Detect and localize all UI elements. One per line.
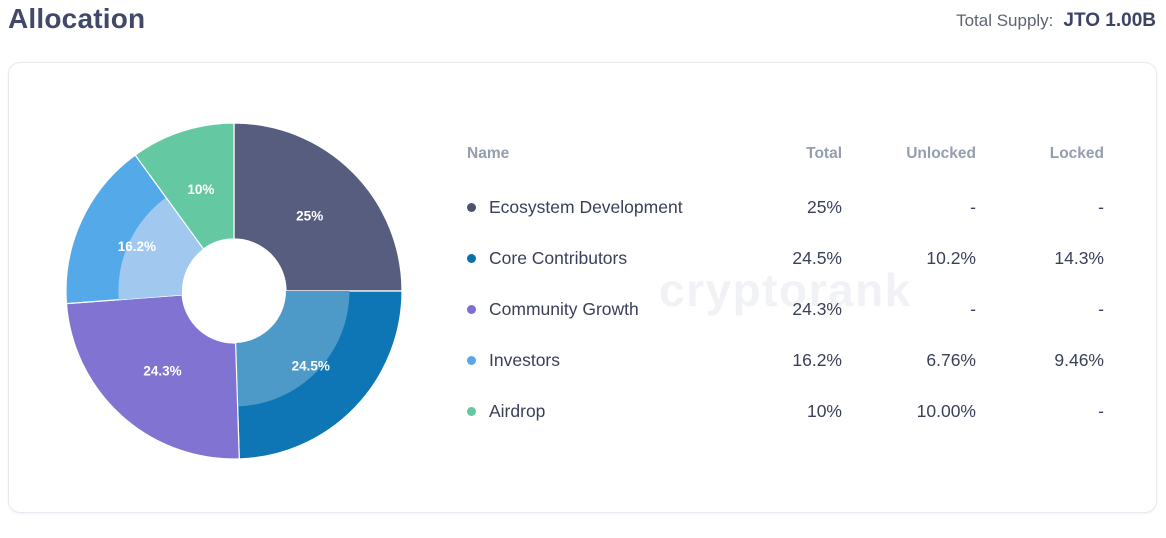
allocation-name: Community Growth [489,299,639,319]
allocation-unlocked: - [970,299,976,319]
allocation-locked: - [1098,401,1104,421]
slice-label-investors: 16.2% [118,239,156,254]
page-title: Allocation [8,3,146,34]
legend-bullet-icon [467,203,476,212]
allocation-unlocked: - [970,197,976,217]
allocation-table: Name Total Unlocked Locked Ecosystem Dev… [467,139,1104,437]
allocation-locked: 14.3% [1054,248,1104,268]
table-row: Investors 16.2% 6.76% 9.46% [467,335,1104,386]
donut-slice-airdrop: 10% [134,122,235,250]
slice-ecosystem-development [233,122,403,292]
allocation-total: 24.5% [792,248,842,268]
allocation-name-cell: Investors [467,350,722,371]
slice-label-airdrop: 10% [187,182,214,197]
donut-svg: 25% 24.5% 24.3% 16.2% 10% [65,122,403,460]
allocation-locked: - [1098,299,1104,319]
table-header-row: Name Total Unlocked Locked [467,139,1104,169]
legend-bullet-icon [467,356,476,365]
col-header-total: Total [806,145,842,162]
table-row: Ecosystem Development 25% - - [467,182,1104,233]
allocation-name: Investors [489,350,560,370]
allocation-total: 10% [806,401,842,421]
total-supply-label: Total Supply: [956,11,1054,30]
slice-unlocked-overlay-core-contributors [235,291,350,407]
donut-slice-ecosystem-development: 25% [233,122,403,292]
allocation-name-cell: Core Contributors [467,248,722,269]
allocation-name-cell: Ecosystem Development [467,197,722,218]
table-row: Core Contributors 24.5% 10.2% 14.3% [467,233,1104,284]
table-row: Community Growth 24.3% - - [467,284,1104,335]
allocation-name-cell: Community Growth [467,299,722,320]
allocation-name: Core Contributors [489,248,628,268]
allocation-total: 25% [806,197,842,217]
total-supply: Total Supply: JTO 1.00B [956,10,1156,32]
allocation-unlocked: 10.2% [926,248,976,268]
slice-airdrop [134,122,235,250]
slice-label-core-contributors: 24.5% [292,359,330,374]
donut-slice-community-growth: 24.3% [65,294,240,460]
allocation-unlocked: 6.76% [926,350,976,370]
allocation-donut-chart: 25% 24.5% 24.3% 16.2% 10% [64,121,404,461]
table-row: Airdrop 10% 10.00% - [467,386,1104,437]
slice-unlocked-overlay-investors [118,197,204,300]
watermark: cryptorank [659,264,912,316]
legend-bullet-icon [467,305,476,314]
donut-slice-investors: 16.2% [65,154,205,305]
donut-slice-core-contributors: 24.5% [235,290,403,460]
col-header-locked: Locked [1049,145,1104,162]
allocation-name-cell: Airdrop [467,401,722,422]
allocation-name: Airdrop [489,401,546,421]
allocation-locked: 9.46% [1054,350,1104,370]
legend-bullet-icon [467,407,476,416]
total-supply-value: JTO 1.00B [1063,10,1156,31]
legend-bullet-icon [467,254,476,263]
col-header-unlocked: Unlocked [906,145,976,162]
allocation-total: 24.3% [792,299,842,319]
slice-community-growth [65,294,240,460]
allocation-locked: - [1098,197,1104,217]
slice-label-ecosystem-development: 25% [296,208,323,223]
table-body: Ecosystem Development 25% - - Core Contr… [467,182,1104,437]
allocation-card: cryptorank 25% 24.5% 24.3% 16.2% 10% Name To… [8,62,1157,513]
allocation-unlocked: 10.00% [916,401,976,421]
allocation-total: 16.2% [792,350,842,370]
allocation-name: Ecosystem Development [489,197,683,217]
slice-label-community-growth: 24.3% [143,364,181,379]
col-header-name: Name [467,145,510,162]
